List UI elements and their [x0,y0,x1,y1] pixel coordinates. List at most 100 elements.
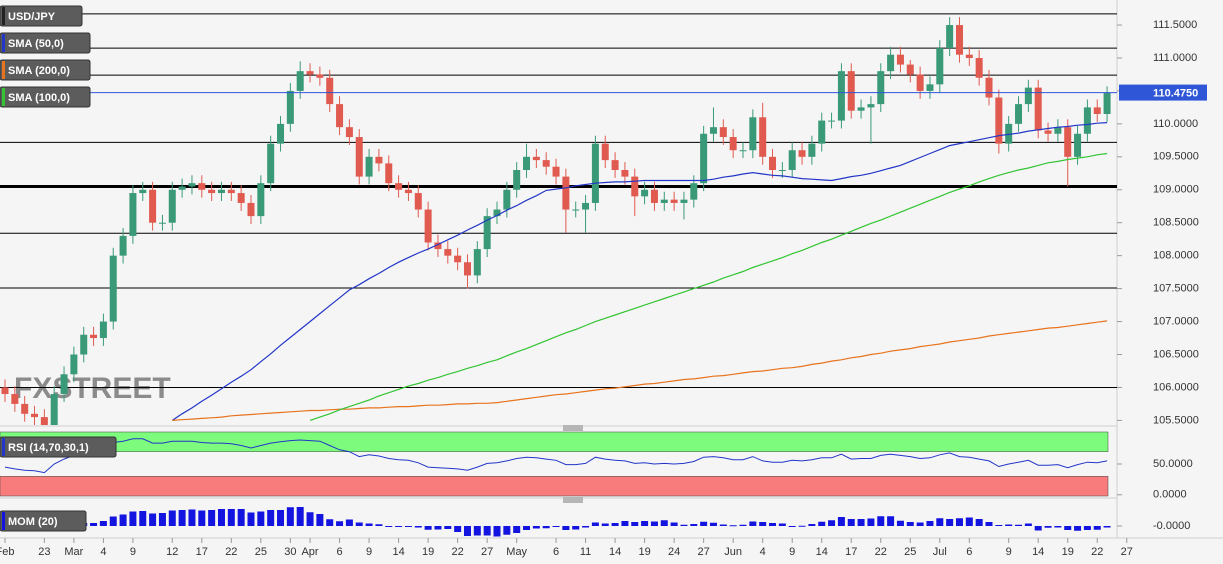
momentum-bar [631,522,639,526]
legend-entry: SMA (100,0) [0,86,91,108]
chart-title-swatch [2,7,5,25]
momentum-bar [690,524,698,526]
candle-body [60,374,68,395]
momentum-bar [926,521,934,526]
y-tick-label: 108.5000 [1153,217,1199,229]
candle-body [641,189,649,197]
momentum-bar [975,519,983,526]
x-tick-label: 19 [1062,546,1074,558]
candle-body [404,189,412,194]
resize-grip[interactable] [563,497,583,503]
y-tick-label: 106.0000 [1153,381,1199,393]
candle-body [650,189,658,203]
momentum-bar [867,518,875,526]
momentum-bar [798,525,806,527]
x-tick-label: Jun [724,546,742,558]
momentum-bar [395,526,403,527]
sma-line [309,152,1108,421]
momentum-bar [1034,526,1042,531]
y-tick-label: 110.0000 [1153,118,1198,130]
x-tick-label: 11 [580,546,591,558]
momentum-bar [385,526,393,527]
momentum-bar [434,526,442,530]
sma-line [172,320,1108,421]
momentum-bar [178,510,186,526]
candle-body [808,143,816,157]
momentum-bar [650,521,658,526]
resize-grip[interactable] [563,425,583,431]
candle-body [700,133,708,184]
momentum-bar [99,521,107,526]
x-tick-label: 14 [816,546,828,558]
candle-body [837,71,845,121]
x-tick-label: 9 [366,546,372,558]
axes: 105.5000 106.0000 106.5000 107.0000 107.5000… [0,19,1207,558]
candle-body [237,193,245,203]
momentum-bar [1093,526,1101,530]
momentum-bar [129,511,137,526]
watermark: FXSTREET [14,372,171,405]
candle-body [454,255,462,263]
momentum-bar [277,510,285,526]
momentum-bar [355,522,363,526]
oversold-band [0,476,1109,497]
x-tick-label: 17 [845,546,857,558]
overbought-band [0,431,1109,452]
momentum-bar [188,509,196,526]
legend-entry-text: SMA (100,0) [8,92,70,104]
candle-body [267,143,275,184]
indicator-title-swatch [2,438,5,456]
candle-body [21,403,29,414]
momentum-bar [759,522,767,526]
candle-body [552,166,560,177]
candle-body [857,107,865,111]
x-tick-label: Mar [64,546,83,558]
momentum-bar [788,526,796,527]
x-tick-label: 19 [422,546,434,558]
candle-body [424,209,432,243]
momentum-bar [119,514,127,526]
momentum-bar [493,526,501,537]
x-tick-label: 4 [760,546,766,558]
momentum-bar [769,523,777,526]
candle-body [473,249,481,276]
indicator-title: MOM (20) [0,510,87,532]
candle-body [385,163,393,184]
candle-body [680,199,688,203]
momentum-bar [582,526,590,528]
candle-body [90,334,98,339]
x-tick-label: 14 [609,546,621,558]
momentum-bar [198,510,206,526]
momentum-bar [542,526,550,529]
momentum-bar [955,518,963,526]
candle-body [1034,87,1042,131]
legend-entry-swatch [2,88,5,106]
momentum-bar [808,524,816,526]
candle-body [877,71,885,105]
legend-entry-box [0,32,91,54]
momentum-bar [1044,526,1052,528]
momentum-bar [562,526,570,530]
momentum-bar [818,521,826,526]
momentum-bar [424,526,432,530]
candle-body [139,189,147,194]
x-tick-label: Feb [0,546,14,558]
indicator-title-box [0,510,87,532]
candle-body [946,25,954,49]
momentum-bar [660,520,668,526]
momentum-bar [591,522,599,526]
x-tick-label: 22 [225,546,237,558]
legend-entry-text: SMA (50,0) [8,38,64,50]
momentum-bar [345,519,353,526]
candle-body [217,189,225,194]
candle-body [1024,87,1032,105]
candle-body [1054,127,1062,134]
candle-body [1083,107,1091,134]
candle-body [532,156,540,161]
candle-body [788,150,796,170]
x-tick-label: 6 [553,546,559,558]
legend-entry: SMA (200,0) [0,59,91,81]
candle-body [995,97,1003,144]
momentum-bar [208,510,216,526]
momentum-bar [729,525,737,527]
